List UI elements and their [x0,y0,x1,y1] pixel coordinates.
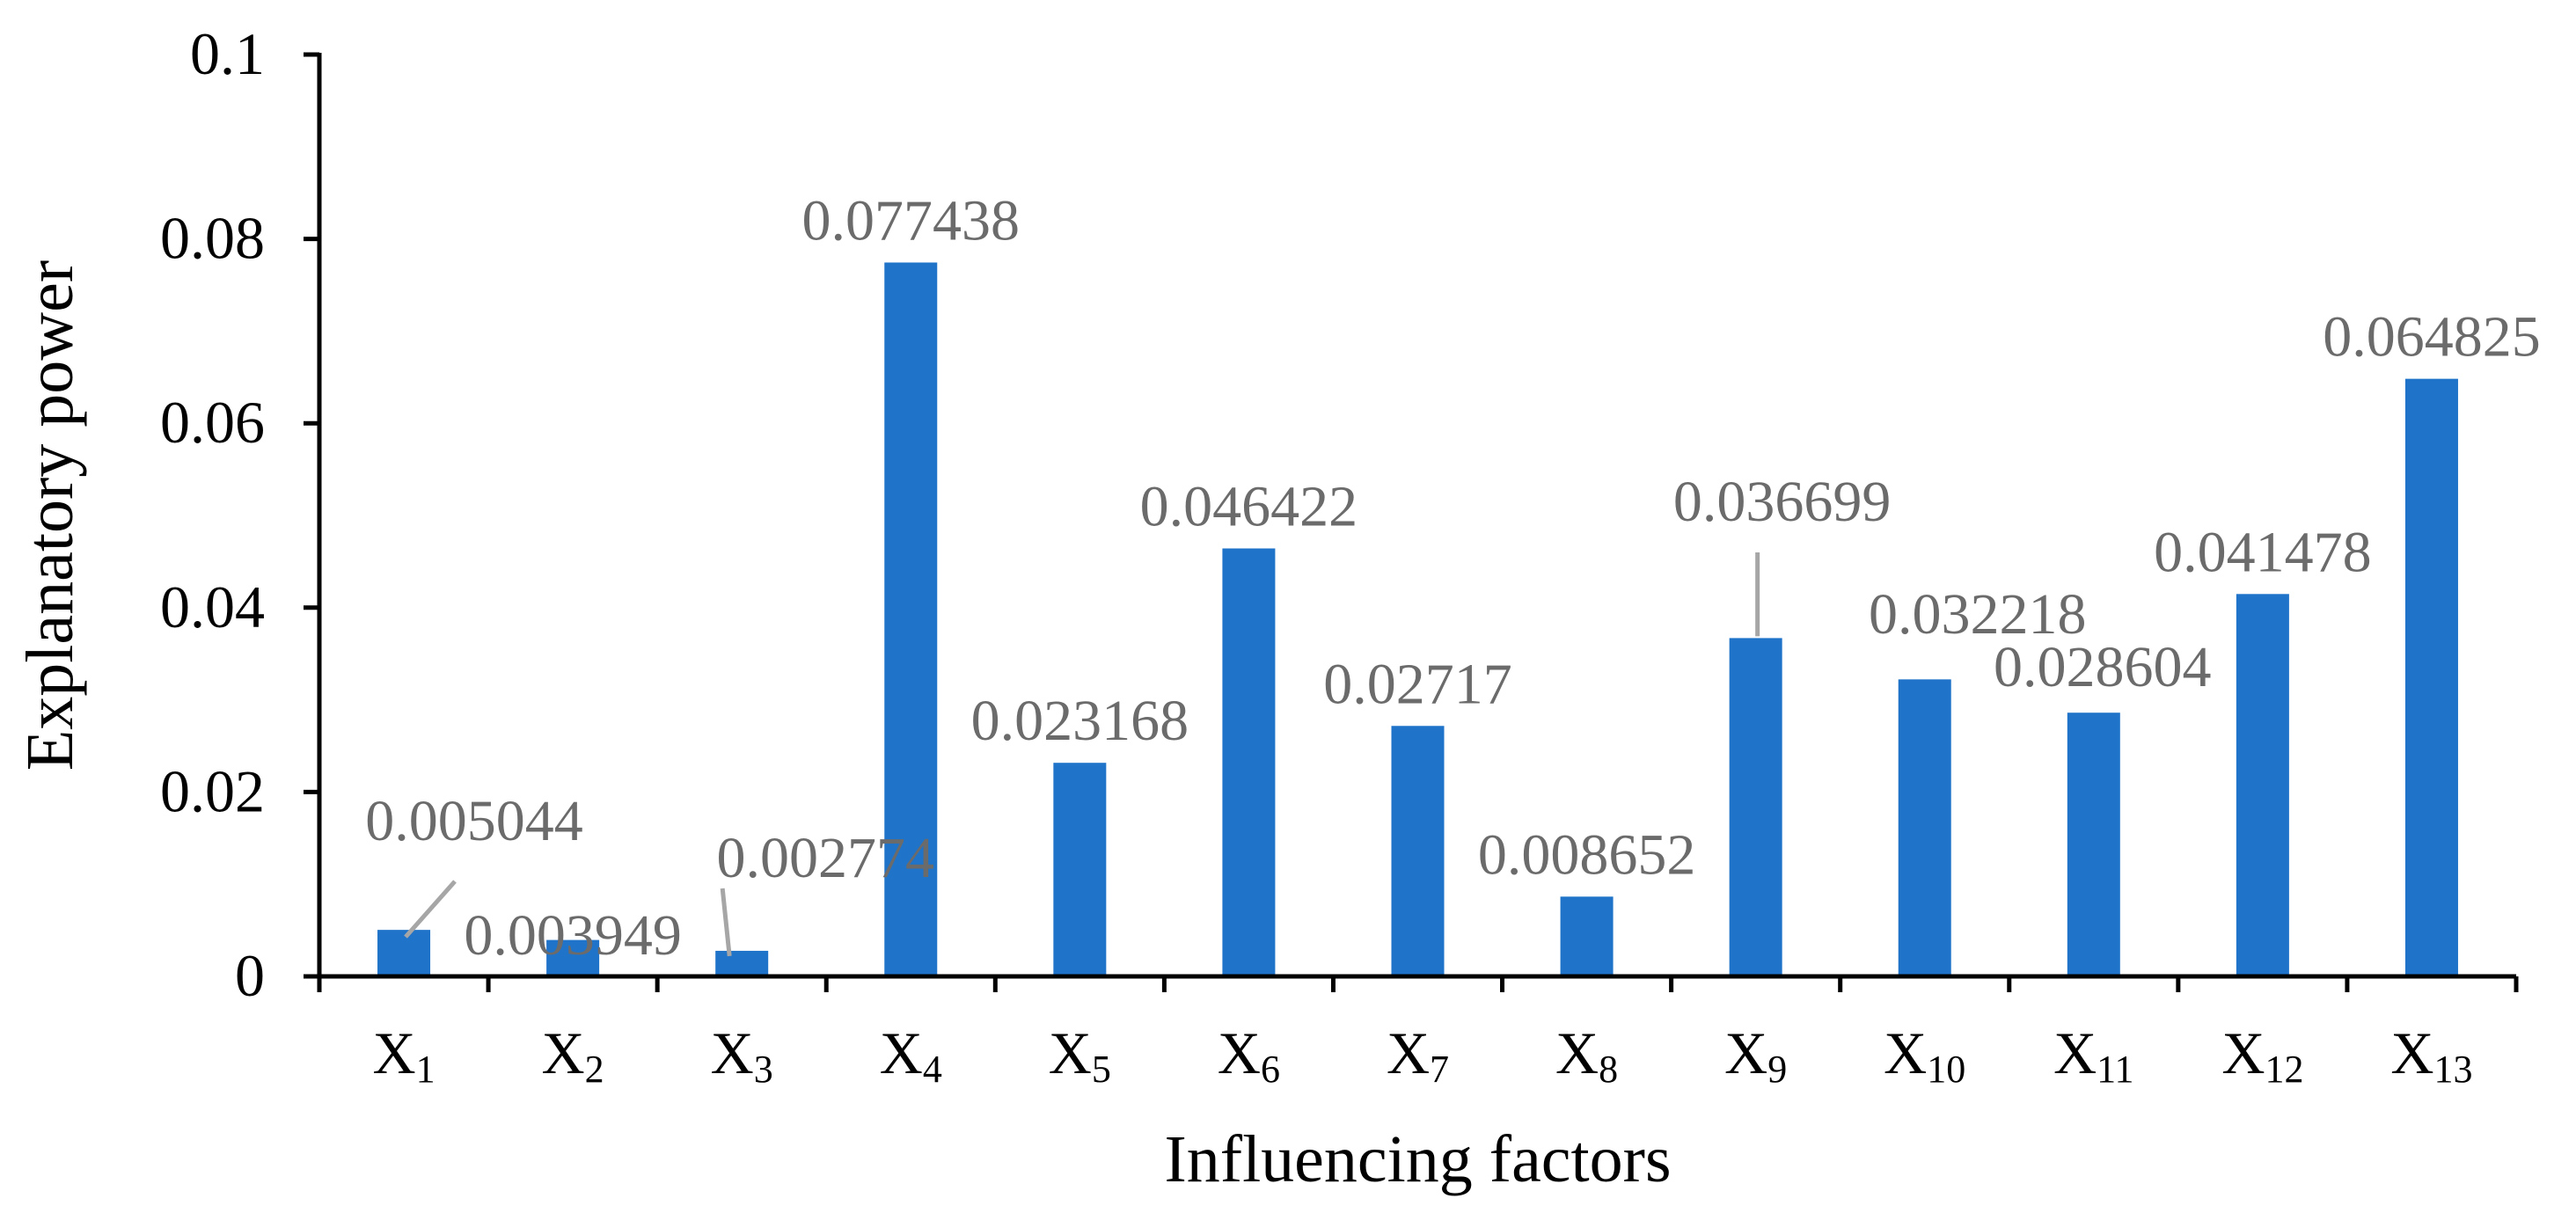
x-tick-label-subscript: 11 [2097,1048,2133,1091]
x-tick-label-subscript: 6 [1261,1048,1280,1091]
data-label: 0.023168 [971,689,1189,753]
x-tick-label-subscript: 10 [1927,1048,1965,1091]
x-tick-label-subscript: 9 [1767,1048,1787,1091]
data-label: 0.02717 [1323,652,1512,716]
x-tick-label-subscript: 13 [2434,1048,2473,1091]
x-tick-label-base: X [1049,1019,1092,1086]
y-axis-title: Explanatory power [13,260,87,771]
bar [1391,726,1445,976]
x-tick-label-base: X [1387,1019,1430,1086]
y-tick-label: 0.06 [160,389,265,456]
x-tick-label-base: X [1724,1019,1767,1086]
bar [377,930,431,976]
data-label: 0.002774 [716,826,934,890]
x-tick-label-base: X [711,1019,754,1086]
leader-lines-group [404,552,1760,957]
data-label: 0.046422 [1140,474,1358,538]
x-tick-label-base: X [2221,1019,2265,1086]
y-ticks-group: 0 0.02 0.04 0.06 0.08 0.1 [160,20,319,1009]
x-tick-label: X11 [2053,1019,2133,1091]
bar [2404,378,2458,976]
leader-line [720,888,732,957]
x-tick-label-subscript: 12 [2265,1048,2303,1091]
x-tick-label-subscript: 5 [1092,1048,1111,1091]
x-tick-label-subscript: 8 [1599,1048,1618,1091]
x-tick-label: X8 [1555,1019,1618,1091]
x-tick-label: X9 [1724,1019,1787,1091]
data-label: 0.003949 [464,903,682,968]
x-tick-label-base: X [880,1019,923,1086]
x-tick-label-base: X [542,1019,585,1086]
bar [1560,896,1614,976]
leader-line [404,880,457,939]
x-tick-label: X6 [1218,1019,1280,1091]
x-tick-label: X3 [711,1019,773,1091]
data-labels-group: 0.005044 0.003949 0.002774 0.077438 0.023168… [365,188,2540,968]
data-label: 0.008652 [1478,822,1696,887]
x-tick-label-base: X [2390,1019,2433,1086]
x-tick-label: X12 [2221,1019,2303,1091]
data-label: 0.064825 [2323,305,2541,369]
x-tick-label-base: X [1218,1019,1261,1086]
y-tick-label: 0.02 [160,757,265,824]
bar [1053,763,1107,976]
x-tick-label-subscript: 2 [585,1048,604,1091]
y-tick-label: 0.08 [160,205,265,272]
x-tick-label-subscript: 3 [754,1048,773,1091]
data-label: 0.032218 [1869,582,2087,647]
y-tick-label: 0.04 [160,574,265,640]
x-tick-label: X4 [880,1019,942,1091]
bar [2236,594,2289,976]
data-label: 0.028604 [1994,635,2212,699]
bars-group [377,262,2458,976]
x-tick-label-base: X [372,1019,415,1086]
bar [546,939,600,976]
x-tick-label-subscript: 4 [923,1048,942,1091]
data-label: 0.036699 [1673,470,1892,534]
x-tick-label: X1 [372,1019,435,1091]
bar [715,950,769,976]
x-tick-label: X10 [1884,1019,1965,1091]
data-label: 0.041478 [2154,520,2372,584]
bar [1898,679,1951,976]
data-label: 0.005044 [365,789,583,853]
x-axis-title: Influencing factors [1164,1122,1671,1196]
x-tick-label: X5 [1049,1019,1111,1091]
bar [1729,638,1782,976]
x-tick-label: X2 [542,1019,604,1091]
bar [2067,712,2120,976]
x-tick-label-base: X [1884,1019,1927,1086]
bar [1222,548,1276,976]
y-tick-label: 0 [235,942,265,1009]
bar [884,262,938,976]
x-tick-label-base: X [1555,1019,1599,1086]
x-tick-label-subscript: 7 [1430,1048,1449,1091]
x-ticks-group: X1 X2 X3 X4 X5 X6 X7 X8 X9 X10 X11 X12 X13 [317,976,2519,1091]
x-tick-label-base: X [2053,1019,2097,1086]
x-tick-label: X7 [1387,1019,1449,1091]
data-label: 0.077438 [802,188,1021,252]
x-tick-label: X13 [2390,1019,2472,1091]
y-tick-label: 0.1 [190,20,265,87]
x-tick-label-subscript: 1 [416,1048,435,1091]
